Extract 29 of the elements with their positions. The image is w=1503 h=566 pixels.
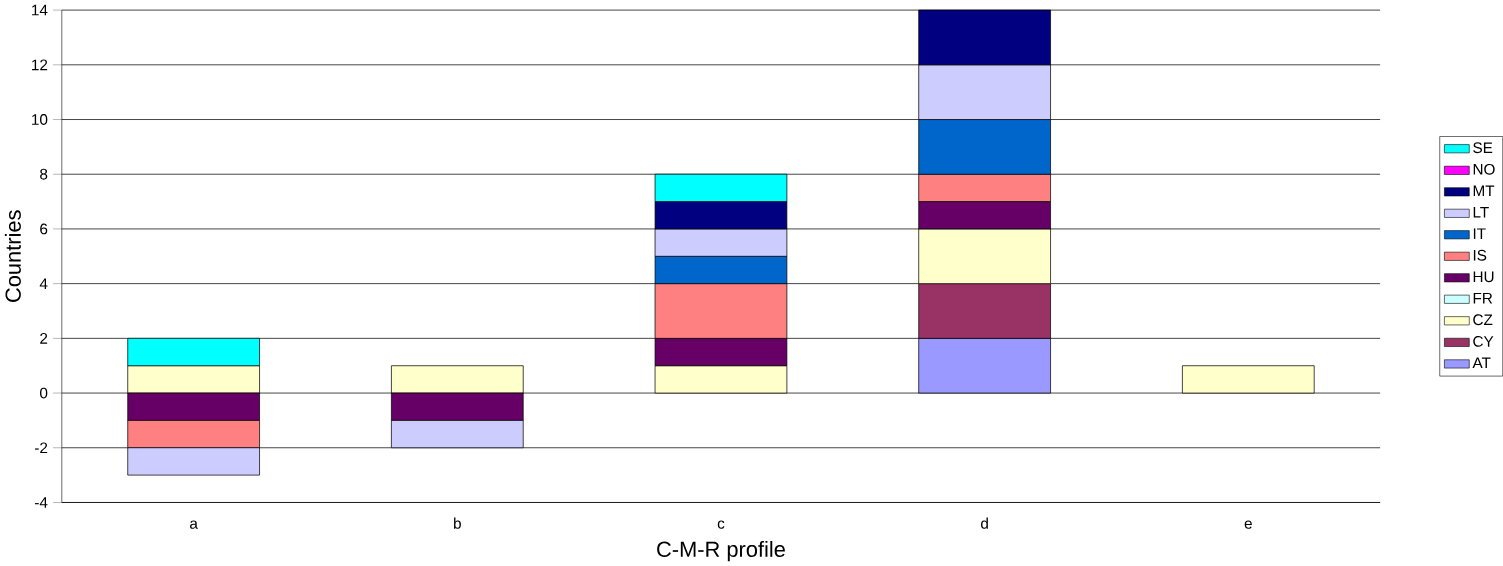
- bar: [1182, 365, 1315, 394]
- y-tick-label: 10: [32, 114, 48, 125]
- y-tick-label: -2: [35, 442, 48, 454]
- x-tick-label: e: [1244, 520, 1252, 529]
- legend-label: MT: [1473, 185, 1495, 196]
- y-tick-label: 4: [39, 278, 48, 289]
- y-axis-title: Countries: [4, 210, 21, 302]
- legend-label: AT: [1472, 357, 1491, 368]
- x-tick-label: d: [981, 517, 988, 529]
- legend-label: CZ: [1473, 314, 1493, 326]
- legend-label: HU: [1473, 271, 1494, 283]
- x-tick-label: b: [454, 517, 461, 529]
- y-tick-label: -4: [35, 497, 48, 508]
- legend-label: SE: [1473, 142, 1493, 154]
- legend-label: LT: [1473, 206, 1489, 218]
- y-tick-label: 6: [40, 223, 48, 235]
- legend-label: FR: [1473, 292, 1493, 304]
- legend-label: IT: [1473, 228, 1486, 239]
- y-tick-label: 0: [40, 387, 48, 399]
- x-axis-title: C-M-R profile: [657, 540, 785, 562]
- legend-label: IS: [1473, 249, 1487, 261]
- legend-label: NO: [1473, 163, 1495, 175]
- x-tick-label: a: [190, 520, 198, 529]
- legend-label: CY: [1473, 335, 1494, 347]
- x-tick-label: c: [717, 520, 725, 529]
- y-tick-label: 8: [40, 168, 48, 180]
- y-tick-label: 14: [32, 4, 48, 16]
- y-tick-label: 12: [32, 59, 48, 71]
- y-tick-label: 2: [40, 332, 48, 344]
